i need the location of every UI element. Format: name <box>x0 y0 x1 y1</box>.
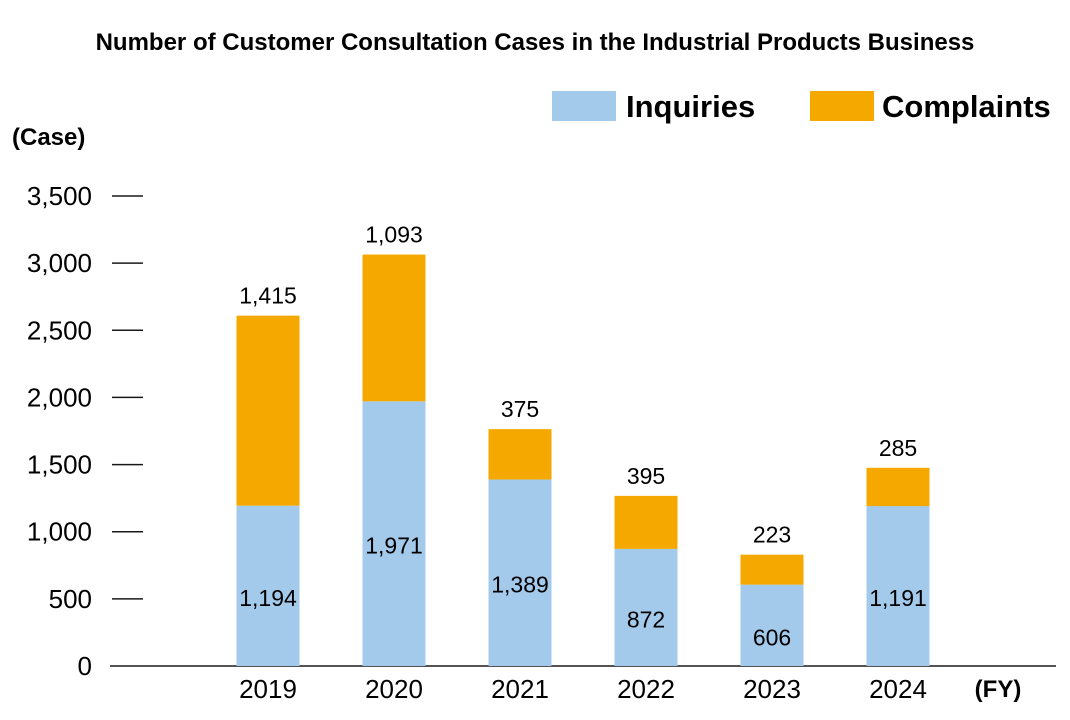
bar-complaints-2022 <box>614 495 678 549</box>
x-axis-unit-label: (FY) <box>975 676 1022 703</box>
y-tick-label: 2,500 <box>27 315 92 345</box>
data-label-complaints: 285 <box>879 435 917 461</box>
y-tick-label: 3,500 <box>27 181 92 211</box>
x-tick-label: 2020 <box>365 674 423 704</box>
bar-inquiries-2022 <box>614 548 678 666</box>
data-label-inquiries: 1,191 <box>869 585 927 611</box>
y-tick-label: 3,000 <box>27 248 92 278</box>
legend-label-complaints: Complaints <box>882 89 1051 124</box>
x-tick-label: 2024 <box>869 674 927 704</box>
data-label-complaints: 1,093 <box>365 222 423 248</box>
data-label-complaints: 223 <box>753 522 791 548</box>
data-label-complaints: 395 <box>627 463 665 489</box>
x-tick-label: 2022 <box>617 674 675 704</box>
x-tick-label: 2023 <box>743 674 801 704</box>
bar-complaints-2021 <box>488 429 552 480</box>
data-label-inquiries: 1,194 <box>239 585 297 611</box>
data-label-inquiries: 1,971 <box>365 533 423 559</box>
bar-complaints-2019 <box>236 315 300 506</box>
legend-swatch-complaints <box>810 91 874 121</box>
y-tick-label: 1,500 <box>27 450 92 480</box>
bar-complaints-2024 <box>866 467 930 507</box>
x-tick-label: 2021 <box>491 674 549 704</box>
bars: 1,194 1,415 1,971 1,093 1,389 375 872 395 606 223… <box>236 222 930 666</box>
bar-complaints-2020 <box>362 254 426 402</box>
y-tick-label: 0 <box>78 651 92 681</box>
y-tick-label: 1,000 <box>27 517 92 547</box>
legend-label-inquiries: Inquiries <box>626 89 755 124</box>
bar-inquiries-2021 <box>488 479 552 666</box>
chart-title: Number of Customer Consultation Cases in… <box>96 29 975 56</box>
data-label-inquiries: 1,389 <box>491 572 549 598</box>
bar-inquiries-2020 <box>362 401 426 666</box>
bar-complaints-2023 <box>740 554 804 585</box>
data-label-inquiries: 606 <box>753 624 791 650</box>
data-label-complaints: 375 <box>501 396 539 422</box>
legend-swatch-inquiries <box>552 91 616 121</box>
bar-inquiries-2023 <box>740 584 804 666</box>
legend: Inquiries Complaints <box>552 89 1051 124</box>
y-tick-label: 2,000 <box>27 382 92 412</box>
y-axis: 0 500 1,000 1,500 2,000 2,500 3,000 3,500 <box>27 181 143 681</box>
y-tick-label: 500 <box>49 584 92 614</box>
bar-inquiries-2019 <box>236 505 300 666</box>
bar-inquiries-2024 <box>866 506 930 666</box>
x-axis: 2019 2020 2021 2022 2023 2024 <box>239 674 927 704</box>
x-tick-label: 2019 <box>239 674 297 704</box>
y-axis-unit-label: (Case) <box>12 124 85 151</box>
data-label-inquiries: 872 <box>627 606 665 632</box>
data-label-complaints: 1,415 <box>239 283 297 309</box>
